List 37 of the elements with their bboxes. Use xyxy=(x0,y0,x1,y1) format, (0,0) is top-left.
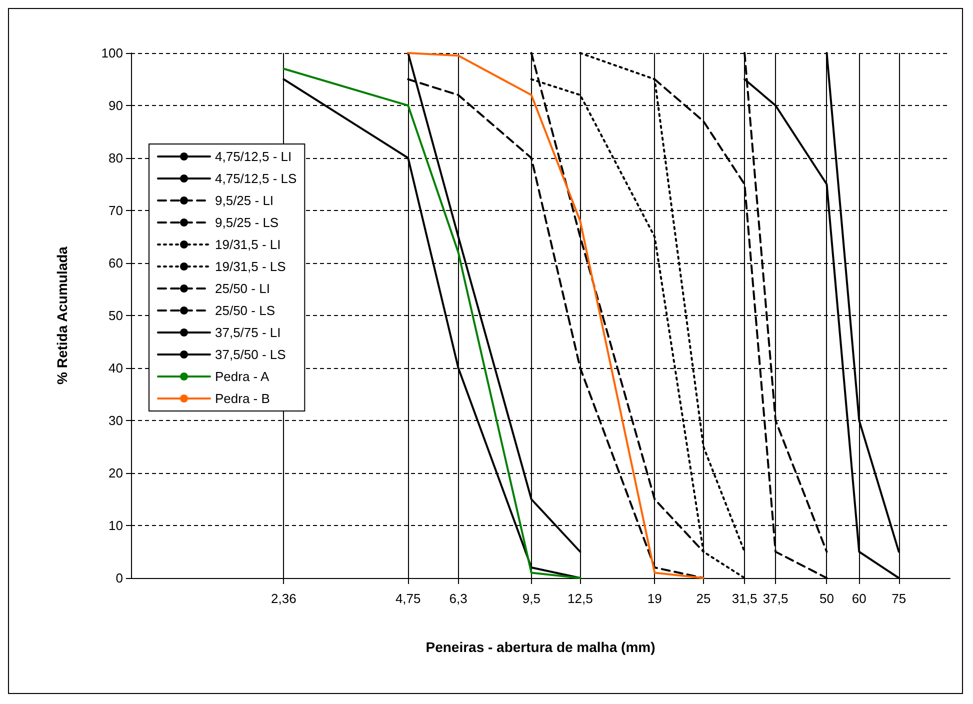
y-tick-label: 70 xyxy=(108,203,123,218)
x-tick-label: 19 xyxy=(647,591,662,606)
y-tick-label: 100 xyxy=(101,46,123,60)
x-axis-title: Peneiras - abertura de malha (mm) xyxy=(426,639,656,655)
legend-label: 19/31,5 - LI xyxy=(215,237,281,252)
legend-label: 9,5/25 - LS xyxy=(215,215,279,230)
y-tick-label: 60 xyxy=(108,256,123,270)
legend-label: 25/50 - LI xyxy=(215,281,270,296)
y-tick-label: 80 xyxy=(108,150,123,166)
x-tick-label: 37,5 xyxy=(762,591,788,606)
y-axis-title: % Retida Acumulada xyxy=(54,246,70,384)
x-tick-label: 2,36 xyxy=(271,591,296,606)
legend-label: 37,5/75 - LI xyxy=(215,325,281,340)
legend-label: 9,5/25 - LI xyxy=(215,193,274,208)
x-tick-label: 50 xyxy=(819,591,834,606)
legend-label: 19/31,5 - LS xyxy=(215,259,286,274)
x-tick-label: 75 xyxy=(892,591,906,606)
legend-label: 4,75/12,5 - LS xyxy=(215,171,297,186)
legend-label: 37,5/50 - LS xyxy=(215,347,286,362)
x-tick-label: 12,5 xyxy=(568,591,593,606)
y-tick-label: 20 xyxy=(108,466,123,480)
y-tick-label: 90 xyxy=(108,98,123,113)
y-tick-label: 40 xyxy=(108,360,123,376)
x-tick-label: 9,5 xyxy=(522,591,540,606)
x-tick-label: 25 xyxy=(696,591,711,606)
legend-label: Pedra - A xyxy=(215,369,270,384)
legend-label: Pedra - B xyxy=(215,391,270,406)
legend-label: 4,75/12,5 - LI xyxy=(215,149,292,164)
x-tick-label: 60 xyxy=(852,591,866,606)
x-tick-label: 31,5 xyxy=(732,591,758,606)
x-tick-label: 6,3 xyxy=(449,591,468,606)
y-tick-label: 30 xyxy=(108,413,123,428)
y-tick-label: 50 xyxy=(108,308,123,323)
y-tick-label: 0 xyxy=(116,570,123,586)
legend-label: 25/50 - LS xyxy=(215,303,276,318)
y-tick-label: 10 xyxy=(108,518,123,533)
x-tick-label: 4,75 xyxy=(395,591,421,606)
